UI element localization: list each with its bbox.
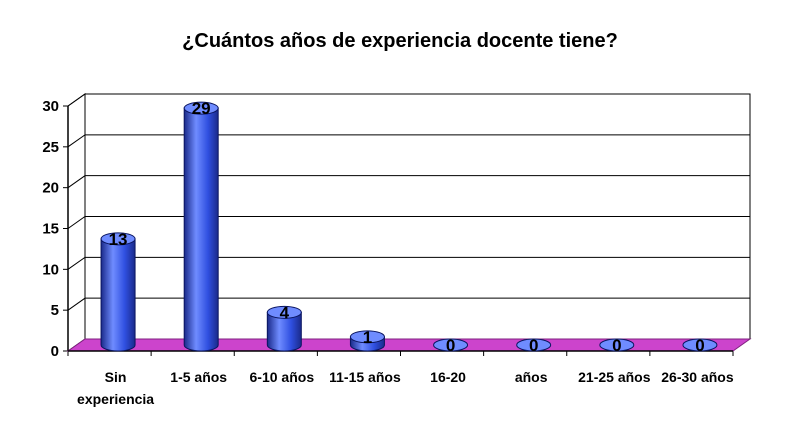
- bar-body: [266, 311, 302, 352]
- bar: [349, 330, 385, 352]
- x-tick-label: Sin: [105, 369, 127, 385]
- bar-top: [682, 338, 718, 352]
- data-label: 0: [695, 336, 704, 355]
- bar: [599, 338, 635, 352]
- bar-top: [433, 338, 469, 352]
- bar-top: [183, 101, 219, 115]
- gridline: [67, 256, 750, 270]
- bar: [100, 232, 136, 352]
- bar: [682, 338, 718, 352]
- gridline: [67, 93, 750, 107]
- labels-layer: 13 29 4 1 0 0 0 0 Sin experiencia 1-5 años 6-10 año…: [77, 99, 734, 407]
- y-tick-label: 15: [42, 221, 59, 238]
- gridline: [67, 297, 750, 311]
- data-label: 0: [446, 336, 455, 355]
- x-tick-label: 6-10 años: [250, 369, 315, 385]
- bar-body: [100, 238, 136, 352]
- gridline: [67, 216, 750, 229]
- y-tick-label: 20: [42, 180, 59, 197]
- y-tick-label: 0: [51, 343, 59, 360]
- data-label: 0: [612, 336, 621, 355]
- data-label: 0: [529, 336, 538, 355]
- x-tick-label: años: [515, 369, 548, 385]
- bar: [266, 305, 302, 352]
- bar-top: [516, 338, 552, 352]
- x-tick-label: experiencia: [77, 391, 154, 407]
- bar-top: [266, 305, 302, 319]
- floor-layer: [66, 338, 752, 352]
- bar: [516, 338, 552, 352]
- data-label: 29: [192, 99, 211, 118]
- x-tick-label: 26-30 años: [661, 369, 734, 385]
- bar: [433, 338, 469, 352]
- x-tick-label: 16-20: [430, 369, 466, 385]
- grid-layer: [67, 93, 751, 352]
- bar: [183, 101, 219, 352]
- y-tick-label: 5: [51, 302, 59, 319]
- y-tick-label: 30: [42, 98, 59, 115]
- data-label: 4: [280, 303, 290, 322]
- chart-title: ¿Cuántos años de experiencia docente tie…: [182, 30, 618, 52]
- bar-top: [349, 330, 385, 344]
- bar-top: [100, 232, 136, 246]
- floor: [66, 338, 752, 352]
- x-tick-label: 1-5 años: [170, 369, 227, 385]
- bar-body: [183, 107, 219, 352]
- x-tick-label: 21-25 años: [578, 369, 651, 385]
- gridline: [67, 175, 750, 189]
- data-label: 1: [363, 328, 372, 347]
- y-tick-label: 25: [42, 139, 59, 156]
- y-tick-label: 10: [42, 261, 59, 278]
- bar-top: [599, 338, 635, 352]
- data-label: 13: [109, 230, 128, 249]
- bars-layer: [100, 101, 718, 352]
- x-tick-label: 11-15 años: [329, 369, 401, 385]
- gridline: [67, 134, 750, 148]
